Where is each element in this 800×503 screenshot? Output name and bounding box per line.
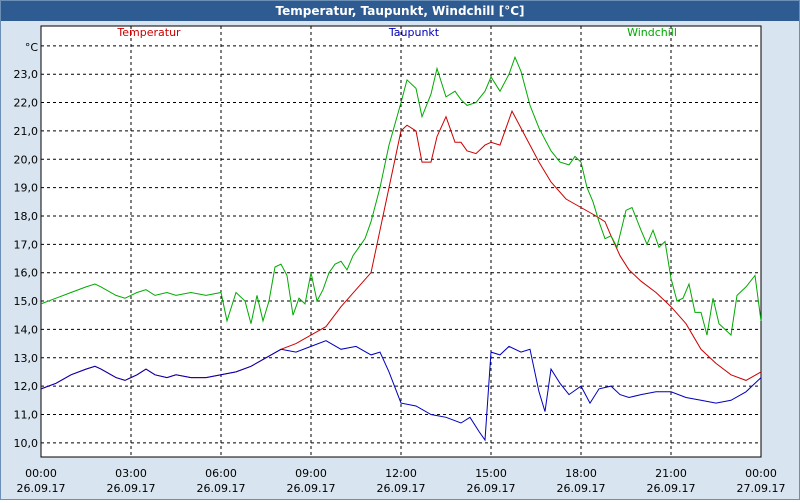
y-tick-label: 18,0 — [14, 210, 39, 223]
x-tick-time: 15:00 — [475, 467, 507, 480]
y-tick-label: 16,0 — [14, 267, 39, 280]
x-tick-time: 09:00 — [295, 467, 327, 480]
series-line-taupunkt — [40, 340, 762, 442]
y-tick-label: 11,0 — [14, 408, 39, 421]
legend-windchill: Windchill — [627, 26, 677, 39]
chart-title: Temperatur, Taupunkt, Windchill [°C] — [1, 1, 799, 21]
y-tick-label: 19,0 — [14, 182, 39, 195]
y-tick-label: 23,0 — [14, 68, 39, 81]
x-tick-date: 26.09.17 — [467, 482, 516, 495]
x-tick-time: 21:00 — [655, 467, 687, 480]
x-tick-time: 12:00 — [385, 467, 417, 480]
x-tick-date: 26.09.17 — [197, 482, 246, 495]
x-tick-date: 26.09.17 — [287, 482, 336, 495]
y-tick-label: 10,0 — [14, 437, 39, 450]
x-tick-date: 26.09.17 — [107, 482, 156, 495]
y-tick-label: 17,0 — [14, 238, 39, 251]
x-tick-date: 26.09.17 — [557, 482, 606, 495]
y-axis-unit: °C — [25, 41, 39, 54]
x-tick-date: 26.09.17 — [17, 482, 66, 495]
y-tick-label: 21,0 — [14, 125, 39, 138]
y-tick-label: 14,0 — [14, 323, 39, 336]
line-chart: 10,0 11,0 12,0 13,0 14,0 15,0 16,0 17,0 18,0 19,0… — [14, 25, 786, 495]
x-tick-date: 26.09.17 — [647, 482, 696, 495]
legend-temperatur: Temperatur — [116, 26, 181, 39]
x-tick-time: 06:00 — [205, 467, 237, 480]
plot-area — [40, 25, 762, 458]
y-tick-label: 15,0 — [14, 295, 39, 308]
x-tick-date: 27.09.17 — [737, 482, 786, 495]
x-tick-time: 00:00 — [745, 467, 777, 480]
x-tick-time: 03:00 — [115, 467, 147, 480]
y-tick-label: 12,0 — [14, 380, 39, 393]
x-tick-time: 00:00 — [25, 467, 57, 480]
x-tick-time: 18:00 — [565, 467, 597, 480]
y-tick-label: 20,0 — [14, 153, 39, 166]
y-tick-label: 22,0 — [14, 97, 39, 110]
series-line-windchill — [40, 55, 762, 337]
legend-taupunkt: Taupunkt — [388, 26, 440, 39]
y-tick-label: 13,0 — [14, 352, 39, 365]
x-tick-date: 26.09.17 — [377, 482, 426, 495]
plot-panel: 10,0 11,0 12,0 13,0 14,0 15,0 16,0 17,0 18,0 19,0… — [1, 21, 799, 499]
